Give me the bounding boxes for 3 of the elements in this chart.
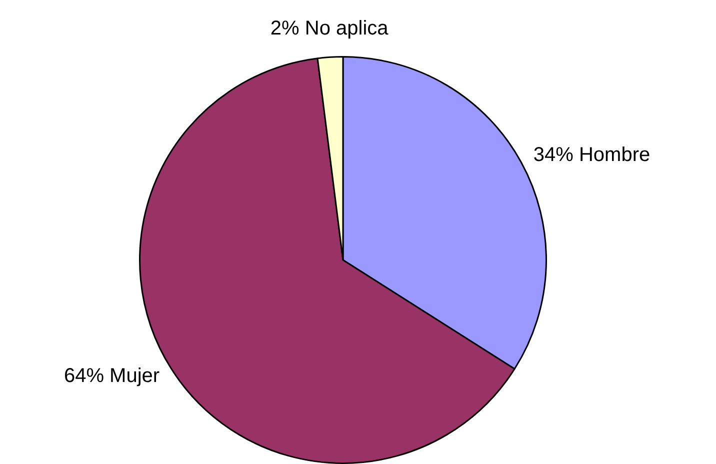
slice-label: 64% Mujer	[64, 364, 160, 387]
slice-label: 34% Hombre	[533, 144, 650, 166]
slice-label: 2% No aplica	[270, 18, 390, 40]
